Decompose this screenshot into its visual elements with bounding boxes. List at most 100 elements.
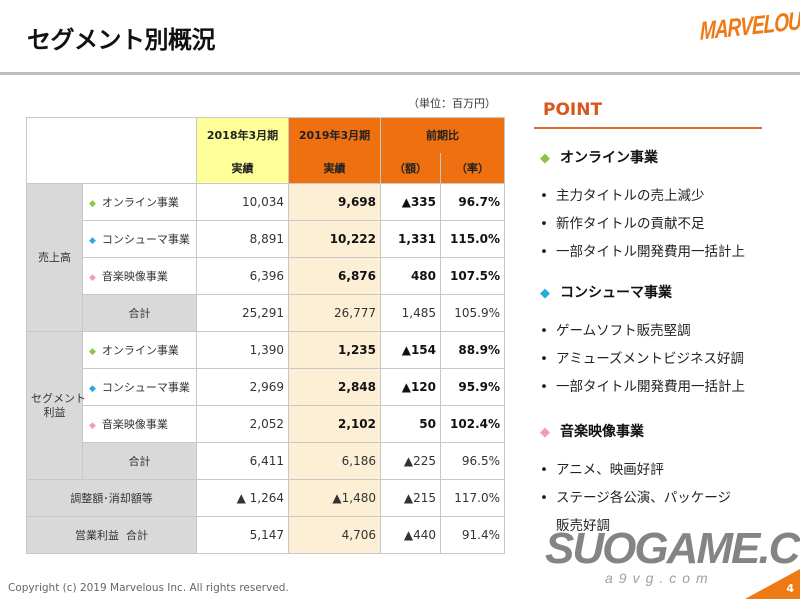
segment-name: 音楽映像事業 — [101, 418, 168, 431]
change-rate: 88.9% — [440, 331, 505, 369]
group-profit-line2: 利益 — [43, 405, 66, 419]
bullet-text: ゲームソフト販売堅調 — [556, 323, 691, 339]
group-sales-label: 売上高 — [26, 183, 83, 332]
cur-value: 9,698 — [288, 183, 381, 221]
title-divider — [0, 72, 800, 75]
bullet-text: 主力タイトルの売上減少 — [556, 188, 705, 204]
header-rate: （率） — [440, 152, 505, 184]
segment-name: オンライン事業 — [101, 196, 179, 209]
bullet-dot: • — [540, 490, 548, 506]
cur-value: 6,876 — [288, 257, 381, 295]
change-amount: ▲215 — [380, 479, 441, 517]
green-diamond-icon: ◆ — [89, 199, 96, 209]
prev-value: 10,034 — [196, 183, 289, 221]
bullet-text: アミューズメントビジネス好調 — [556, 351, 745, 367]
green-diamond-icon: ◆ — [540, 151, 550, 166]
blue-diamond-icon: ◆ — [89, 236, 96, 246]
change-amount: ▲120 — [380, 368, 441, 406]
bullet-item: • 一部タイトル開発費用一括計上 — [540, 375, 745, 395]
bullet-item: • 一部タイトル開発費用一括計上 — [540, 240, 745, 260]
cur-value: 4,706 — [288, 516, 381, 554]
prev-value: 2,052 — [196, 405, 289, 443]
change-rate: 117.0% — [440, 479, 505, 517]
bullet-dot: • — [540, 379, 548, 395]
point-section-consumer: ◆ コンシューマ事業 — [540, 282, 672, 302]
change-amount: ▲335 — [380, 183, 441, 221]
header-compare: 前期比 — [380, 117, 505, 153]
table-row: 売上高 ◆ オンライン事業 10,034 9,698 ▲335 96.7% — [26, 183, 505, 332]
watermark-text: SUOGAME.COM — [545, 524, 800, 573]
change-rate: 95.9% — [440, 368, 505, 406]
prev-value: 8,891 — [196, 220, 289, 258]
cur-value: 6,186 — [288, 442, 381, 480]
header-prev-period: 2018年3月期 — [196, 117, 289, 153]
table-row: セグメント 利益 ◆ オンライン事業 1,390 1,235 ▲154 88.9% — [26, 331, 505, 480]
change-rate: 107.5% — [440, 257, 505, 295]
change-amount: ▲440 — [380, 516, 441, 554]
unit-label: （単位：百万円） — [408, 97, 496, 110]
pink-diamond-icon: ◆ — [89, 273, 96, 283]
group-profit-line1: セグメント — [31, 391, 86, 405]
segment-name-cell: ◆ オンライン事業 — [82, 331, 197, 369]
change-rate: 102.4% — [440, 405, 505, 443]
bullet-item: • アニメ、映画好評 — [540, 458, 664, 478]
page-title: セグメント別概況 — [27, 26, 216, 54]
bullet-item-continuation: 販売好調 — [540, 514, 610, 534]
pink-diamond-icon: ◆ — [540, 425, 550, 440]
section-heading: オンライン事業 — [560, 150, 658, 166]
point-divider — [534, 127, 762, 129]
cur-value: ▲1,480 — [288, 479, 381, 517]
change-rate: 96.5% — [440, 442, 505, 480]
adjustment-label: 調整額･消却額等 — [26, 479, 197, 517]
prev-value: 6,411 — [196, 442, 289, 480]
change-amount: ▲225 — [380, 442, 441, 480]
segment-name-cell: ◆ オンライン事業 — [82, 183, 197, 221]
bullet-dot: • — [540, 351, 548, 367]
table-row: ◆ 音楽映像事業 2,052 2,102 50 102.4% — [27, 405, 505, 443]
table-row-total: 合計 25,291 26,777 1,485 105.9% — [27, 294, 505, 332]
cur-value: 10,222 — [288, 220, 381, 258]
cur-value: 2,102 — [288, 405, 381, 443]
header-cur-sub: 実績 — [288, 152, 381, 184]
bullet-item: • ゲームソフト販売堅調 — [540, 319, 691, 339]
page-corner-accent — [745, 569, 800, 599]
segment-name-cell: ◆ コンシューマ事業 — [82, 368, 197, 406]
bullet-dot: • — [540, 216, 548, 232]
header-row-2: 実績 実績 （額） （率） — [27, 152, 505, 184]
section-heading: 音楽映像事業 — [560, 424, 644, 440]
point-section-music: ◆ 音楽映像事業 — [540, 421, 644, 441]
bullet-text: 販売好調 — [556, 518, 610, 534]
table-row: ◆ 音楽映像事業 6,396 6,876 480 107.5% — [27, 257, 505, 295]
change-amount: 1,485 — [380, 294, 441, 332]
bullet-text: 新作タイトルの貢献不足 — [556, 216, 705, 232]
green-diamond-icon: ◆ — [89, 347, 96, 357]
change-amount: 1,331 — [380, 220, 441, 258]
segment-name: コンシューマ事業 — [101, 381, 190, 394]
change-rate: 105.9% — [440, 294, 505, 332]
prev-value: ▲ 1,264 — [196, 479, 289, 517]
change-rate: 115.0% — [440, 220, 505, 258]
cur-value: 26,777 — [288, 294, 381, 332]
prev-value: 6,396 — [196, 257, 289, 295]
change-rate: 96.7% — [440, 183, 505, 221]
sales-total-label: 合計 — [82, 294, 197, 332]
group-profit-label: セグメント 利益 — [26, 331, 86, 480]
bullet-item: • ステージ各公演、パッケージ — [540, 486, 731, 506]
header-cur-period: 2019年3月期 — [288, 117, 381, 153]
blue-diamond-icon: ◆ — [89, 384, 96, 394]
table-row-operating: 営業利益 合計 5,147 4,706 ▲440 91.4% — [26, 516, 505, 554]
blue-diamond-icon: ◆ — [540, 286, 550, 301]
bullet-dot: • — [540, 244, 548, 260]
bullet-text: 一部タイトル開発費用一括計上 — [556, 244, 745, 260]
profit-total-label: 合計 — [82, 442, 197, 480]
prev-value: 2,969 — [196, 368, 289, 406]
table-row-adjustment: 調整額･消却額等 ▲ 1,264 ▲1,480 ▲215 117.0% — [26, 479, 505, 517]
bullet-text: 一部タイトル開発費用一括計上 — [556, 379, 745, 395]
segment-name-cell: ◆ 音楽映像事業 — [82, 405, 197, 443]
bullet-item: • 主力タイトルの売上減少 — [540, 184, 705, 204]
cur-value: 2,848 — [288, 368, 381, 406]
bullet-item: • 新作タイトルの貢献不足 — [540, 212, 705, 232]
pink-diamond-icon: ◆ — [89, 421, 96, 431]
point-title: POINT — [543, 100, 603, 120]
change-rate: 91.4% — [440, 516, 505, 554]
